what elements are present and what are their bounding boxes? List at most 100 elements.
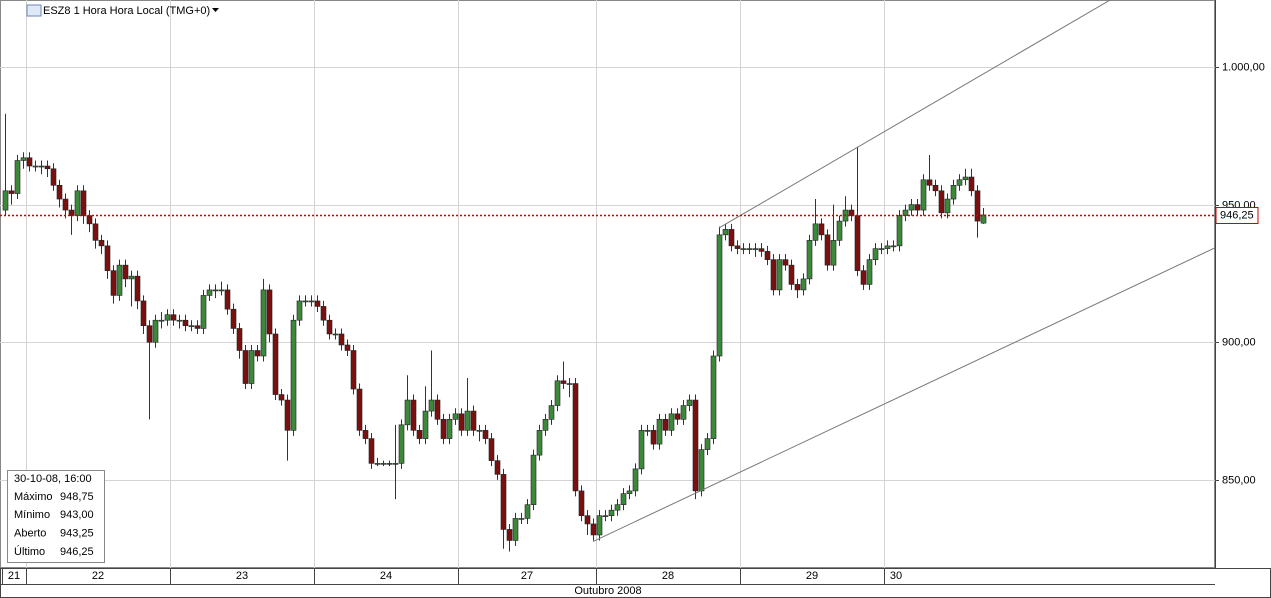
- candle-body: [410, 399, 417, 431]
- candle-body: [134, 275, 141, 302]
- candle-body: [956, 179, 963, 186]
- candle-body: [92, 223, 99, 241]
- candle-body: [254, 350, 261, 357]
- candle-body: [878, 248, 885, 250]
- candle-body: [710, 355, 717, 439]
- candle-body: [506, 529, 513, 541]
- marks: [2, 113, 987, 552]
- candle-body: [824, 234, 831, 266]
- info-value: 946,25: [60, 546, 94, 558]
- info-value: 948,75: [60, 491, 94, 503]
- info-value: 943,00: [60, 509, 94, 521]
- candle-body: [788, 264, 795, 285]
- candle-body: [494, 460, 501, 475]
- candle-body: [140, 300, 147, 327]
- candle-body: [638, 430, 645, 470]
- candle-body: [68, 209, 75, 216]
- candle-body: [20, 157, 27, 161]
- candle-body: [344, 344, 351, 351]
- candle-body: [116, 264, 123, 296]
- info-label: Último: [14, 545, 45, 558]
- x-tick-label: 30: [890, 570, 902, 582]
- candle-body: [860, 270, 867, 285]
- candle-body: [920, 179, 927, 211]
- candle-body: [398, 424, 405, 464]
- candle-body: [770, 259, 777, 291]
- candle-body: [914, 204, 921, 211]
- candle-body: [416, 430, 423, 439]
- info-box: [7, 470, 105, 563]
- candle-body: [212, 289, 219, 292]
- candle-body: [518, 518, 525, 520]
- candle-body: [626, 490, 633, 494]
- grid: [0, 0, 1215, 568]
- candle-body: [374, 463, 381, 465]
- candle-body: [404, 399, 411, 426]
- candle-body: [422, 410, 429, 439]
- candle-body: [176, 319, 183, 322]
- candle-body: [884, 245, 891, 249]
- x-tick-label: 22: [92, 570, 104, 582]
- candle-body: [512, 518, 519, 541]
- dropdown-arrow[interactable]: [212, 8, 219, 12]
- candle-body: [380, 463, 387, 465]
- candle-body: [32, 165, 39, 168]
- candle-body: [308, 300, 315, 303]
- candle-body: [572, 383, 579, 492]
- candle-body: [488, 438, 495, 461]
- candle-body: [944, 198, 951, 214]
- candle-body: [818, 223, 825, 236]
- candle-body: [188, 325, 195, 328]
- candle-body: [152, 319, 159, 343]
- candle-body: [560, 380, 567, 384]
- candle-body: [908, 204, 915, 211]
- candle-body: [38, 165, 45, 168]
- candle-body: [974, 190, 981, 222]
- candle-body: [620, 493, 627, 505]
- candle-body: [50, 168, 57, 186]
- info-value: 943,25: [60, 528, 94, 540]
- candle-body: [866, 259, 873, 285]
- candle-body: [932, 184, 939, 192]
- candle-body: [650, 430, 657, 445]
- info-label: Máximo: [14, 491, 53, 503]
- candle-body: [728, 229, 735, 247]
- candle-body: [266, 289, 273, 335]
- candle-body: [14, 160, 21, 194]
- candle-body: [644, 430, 651, 432]
- candle-body: [806, 240, 813, 280]
- x-tick-label: 24: [380, 570, 392, 582]
- info-label: Aberto: [14, 528, 46, 540]
- candle-body: [278, 394, 285, 401]
- candle-body: [554, 380, 561, 406]
- candle-body: [158, 319, 165, 322]
- candle-body: [170, 314, 177, 321]
- candle-body: [182, 319, 189, 327]
- candle-body: [524, 504, 531, 519]
- candle-body: [776, 259, 783, 291]
- candle-body: [674, 413, 681, 420]
- candle-body: [74, 190, 81, 216]
- last-price-label: 946,25: [1220, 209, 1254, 221]
- candle-body: [596, 515, 603, 536]
- candle-body: [230, 308, 237, 329]
- candle-body: [662, 419, 669, 431]
- x-tick-label: 21: [8, 570, 20, 582]
- candle-body: [326, 319, 333, 335]
- candle-body: [968, 176, 975, 192]
- candle-body: [656, 419, 663, 445]
- candle-body: [236, 328, 243, 351]
- candle-body: [752, 248, 759, 250]
- candle-body: [458, 413, 465, 431]
- candle-body: [590, 523, 597, 536]
- candle-body: [314, 300, 321, 307]
- candle-body: [440, 419, 447, 439]
- candle-body: [224, 289, 231, 310]
- candle-body: [464, 410, 471, 431]
- candle-body: [686, 399, 693, 406]
- candle-body: [536, 430, 543, 456]
- candle-body: [296, 300, 303, 321]
- candle-body: [578, 490, 585, 516]
